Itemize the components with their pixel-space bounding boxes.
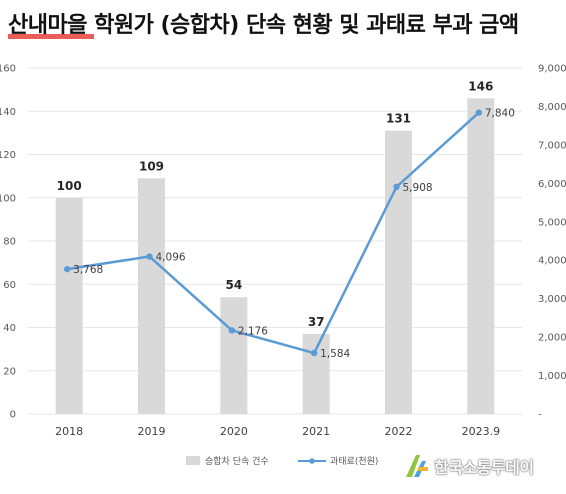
y-right-tick-label: 4,000 (538, 256, 566, 267)
x-tick-label: 2019 (138, 425, 166, 438)
x-tick-label: 2020 (220, 425, 248, 438)
bar-value-label: 54 (225, 278, 242, 292)
bar-value-label: 146 (468, 79, 493, 93)
y-left-tick-label: 160 (0, 64, 16, 75)
x-tick-label: 2022 (385, 425, 413, 438)
watermark-logo-icon (406, 455, 428, 477)
line-point (146, 253, 153, 260)
line-value-label: 3,768 (73, 264, 103, 276)
watermark-text: 한국소통투데이 (434, 458, 534, 477)
chart-title: 산내마을 학원가 (승합차) 단속 현황 및 과태료 부과 금액 (8, 13, 519, 38)
y-left-tick-label: 140 (0, 107, 16, 118)
bar (55, 197, 83, 414)
bar (467, 98, 495, 415)
x-tick-label: 2018 (55, 425, 83, 438)
bar-value-label: 109 (139, 159, 164, 173)
y-right-tick-label: 6,000 (538, 179, 566, 190)
line-series (66, 111, 480, 355)
legend-line-label: 과태료(천원) (330, 456, 378, 467)
y-left-tick-label: 0 (10, 410, 16, 421)
y-left-tick-label: 80 (3, 237, 16, 248)
line-point (475, 109, 483, 116)
y-right-tick-label: 1,000 (538, 371, 566, 382)
bar (385, 130, 412, 414)
y-right-tick-label: 9,000 (538, 64, 566, 75)
x-tick-label: 2021 (302, 425, 330, 438)
y-right-tick-label: 7,000 (538, 140, 566, 151)
y-right-tick-label: 5,000 (538, 217, 566, 228)
y-left-tick-label: 60 (3, 280, 16, 291)
line-value-label: 7,840 (485, 108, 515, 120)
bar (138, 178, 165, 414)
title-underline (8, 34, 94, 39)
line-point (393, 183, 400, 191)
bar-value-label: 37 (308, 315, 325, 329)
bar (220, 297, 248, 414)
line-value-label: 5,908 (403, 182, 433, 194)
legend-bar-label: 승합차 단속 건수 (205, 455, 269, 467)
y-left-tick-label: 40 (3, 323, 16, 334)
line-point (228, 327, 236, 334)
line-point (63, 265, 71, 273)
bar (302, 333, 330, 414)
x-tick-label: 2023.9 (462, 425, 501, 438)
y-right-tick-label: 3,000 (538, 294, 566, 305)
y-left-tick-label: 120 (0, 150, 16, 161)
title-area: 산내마을 학원가 (승합차) 단속 현황 및 과태료 부과 금액 (0, 0, 566, 44)
line-value-label: 2,176 (238, 325, 268, 337)
bar-value-label: 131 (386, 112, 411, 126)
line-point (310, 349, 318, 357)
legend-line-marker (309, 458, 315, 464)
legend-bar-swatch (186, 456, 200, 465)
y-right-tick-label: 8,000 (538, 102, 566, 113)
y-left-tick-label: 20 (3, 366, 16, 377)
line-value-label: 4,096 (156, 252, 186, 264)
y-right-tick-label: 2,000 (538, 333, 566, 344)
bar-value-label: 100 (57, 179, 82, 193)
line-value-label: 1,584 (320, 348, 350, 360)
watermark: 한국소통투데이 (404, 452, 534, 480)
y-right-tick-label: - (538, 410, 542, 421)
y-left-tick-label: 100 (0, 193, 16, 204)
